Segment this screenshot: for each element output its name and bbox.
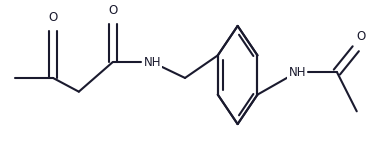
Text: NH: NH — [144, 56, 161, 69]
Text: O: O — [49, 11, 58, 24]
Text: O: O — [108, 4, 117, 17]
Text: NH: NH — [288, 66, 306, 79]
Text: O: O — [356, 30, 365, 43]
